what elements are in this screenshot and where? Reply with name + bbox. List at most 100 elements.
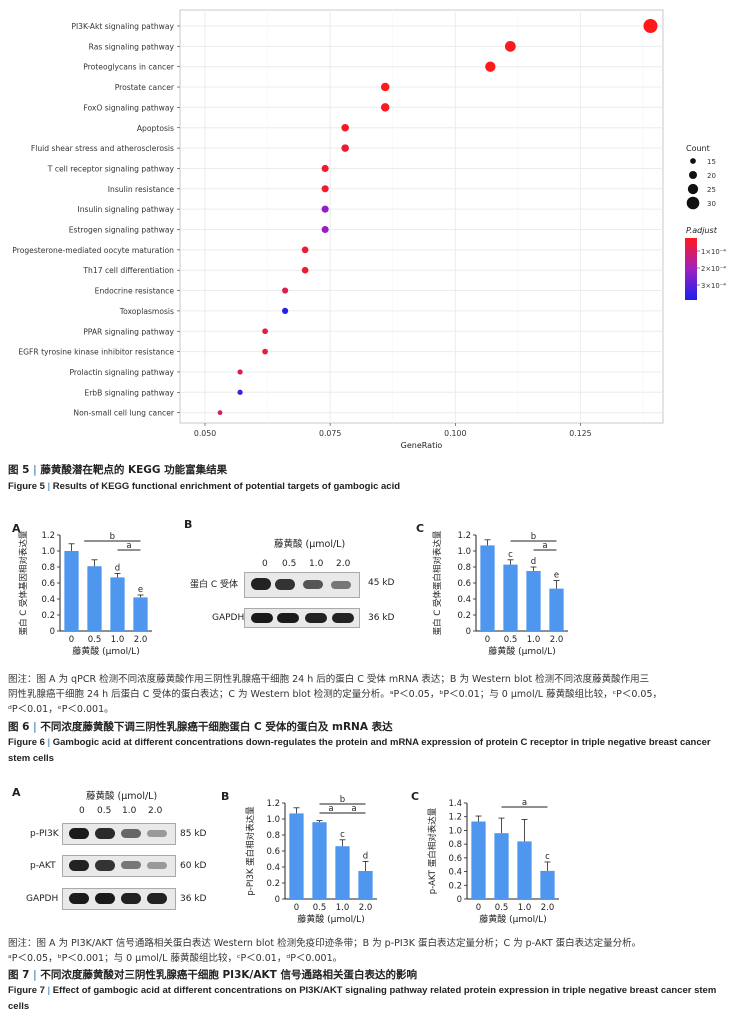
dot-point <box>301 266 309 274</box>
fig6-caption-cn: 图 6 | 不同浓度藤黄酸下调三阴性乳腺癌干细胞蛋白 C 受体的蛋白及 mRNA… <box>8 721 393 733</box>
significance-letter: d <box>363 851 368 861</box>
legend-count-label: 15 <box>707 158 716 166</box>
bar <box>335 846 350 899</box>
pathway-label: Apoptosis <box>137 124 174 133</box>
kd-label: 36 kD <box>180 894 207 904</box>
pathway-label: PI3K-Akt signaling pathway <box>71 22 174 31</box>
pathway-label: Progesterone-mediated oocyte maturation <box>12 246 174 255</box>
y-tick-label: 0.2 <box>457 611 471 621</box>
pathway-label: Insulin signaling pathway <box>77 205 174 214</box>
x-tick-label: 0 <box>485 635 490 645</box>
conc-label: 1.0 <box>309 559 324 569</box>
y-axis-title: 蛋白 C 受体基因相对表达量 <box>18 530 29 635</box>
kd-label: 36 kD <box>368 613 395 623</box>
x-tick-label: 2.0 <box>359 903 373 913</box>
pathway-label: FoxO signaling pathway <box>83 103 174 112</box>
panel-letter: A <box>12 522 21 535</box>
row-label: GAPDH <box>26 894 59 904</box>
pathway-label: Estrogen signaling pathway <box>69 226 175 235</box>
dot-point <box>262 328 268 335</box>
significance-bracket-label: a <box>522 798 527 808</box>
blot-title: 藤黄酸 (μmol/L) <box>86 791 158 802</box>
y-tick-label: 0.2 <box>266 879 280 889</box>
pathway-label: Endocrine resistance <box>95 287 175 296</box>
legend-padj-title: P.adjust <box>686 226 718 235</box>
kd-label: 85 kD <box>180 829 207 839</box>
significance-bracket-label: b <box>340 795 345 805</box>
legend-count-title: Count <box>686 144 710 153</box>
x-tick-label: 2.0 <box>134 635 148 645</box>
y-tick-label: 0.4 <box>448 868 462 878</box>
bar <box>133 597 148 631</box>
y-tick-label: 1.0 <box>266 815 280 825</box>
legend-padj-label: 2×10⁻⁴ <box>701 265 726 273</box>
fig6-panel-b-western-blot: B 藤黄酸 (μmol/L) 0 0.5 1.0 2.0 蛋白 C 受体 45 … <box>178 514 418 664</box>
pathway-label: Non-small cell lung cancer <box>73 409 174 418</box>
kd-label: 60 kD <box>180 861 207 871</box>
y-tick-label: 1.2 <box>266 799 280 809</box>
dot-point <box>485 61 496 72</box>
y-tick-label: 0.6 <box>266 847 280 857</box>
fig7-note: 图注：图 A 为 PI3K/AKT 信号通路相关蛋白表达 Western blo… <box>8 938 642 964</box>
blot-strip <box>244 572 360 598</box>
dot-point <box>321 225 329 234</box>
fig7-caption-cn: 图 7 | 不同浓度藤黄酸对三阴性乳腺癌干细胞 PI3K/AKT 信号通路相关蛋… <box>8 969 417 981</box>
x-axis-title: 藤黄酸 (μmol/L) <box>297 913 364 925</box>
pathway-label: Ras signaling pathway <box>89 42 175 51</box>
row-label: 蛋白 C 受体 <box>190 580 239 590</box>
plot-panel <box>179 9 664 424</box>
significance-letter: c <box>340 830 345 840</box>
panel-letter: B <box>221 790 229 803</box>
x-axis-title: 藤黄酸 (μmol/L) <box>488 645 555 657</box>
legend-count-dot <box>687 183 699 195</box>
x-tick-label: 0 <box>69 635 74 645</box>
dot-point <box>321 164 329 172</box>
fig7-panel-a-western-blot: A 藤黄酸 (μmol/L) 0 0.5 1.0 2.0 p-PI3K 85 k… <box>0 782 215 932</box>
y-tick-label: 0.4 <box>457 595 471 605</box>
x-tick-label: 0.125 <box>569 429 591 438</box>
y-tick-label: 0.8 <box>41 563 55 573</box>
x-tick-label: 0.5 <box>504 635 518 645</box>
dot-point <box>262 348 268 355</box>
x-tick-label: 0 <box>294 903 299 913</box>
y-tick-label: 0.2 <box>448 881 462 891</box>
x-tick-label: 0 <box>476 903 481 913</box>
kd-label: 45 kD <box>368 578 395 588</box>
pathway-label: Prolactin signaling pathway <box>69 368 174 377</box>
fig7-caption-en: Figure 7 | Effect of gambogic acid at di… <box>8 985 717 1012</box>
legend-padj-label: 1×10⁻⁴ <box>701 248 726 256</box>
legend-colorbar <box>685 238 697 300</box>
blot-strip <box>244 608 360 628</box>
fig6-note: 图注：图 A 为 qPCR 检测不同浓度藤黄酸作用三阴性乳腺癌干细胞 24 h … <box>8 674 663 715</box>
significance-bracket-label: a <box>351 804 356 814</box>
blot-strip <box>62 888 176 910</box>
x-tick-label: 2.0 <box>550 635 564 645</box>
y-axis-title: p-PI3K 蛋白相对表达量 <box>245 806 256 896</box>
pathway-label: Insulin resistance <box>108 185 175 194</box>
pathway-label: T cell receptor signaling pathway <box>47 164 175 173</box>
dot-point <box>380 103 390 112</box>
y-tick-label: 0 <box>457 895 462 905</box>
legend-count-dot <box>686 196 700 210</box>
significance-letter: e <box>138 585 143 595</box>
x-tick-label: 0.5 <box>313 903 327 913</box>
y-tick-label: 0 <box>50 627 55 637</box>
blot-strip <box>62 855 176 877</box>
significance-bracket-label: a <box>542 541 547 551</box>
legend-count-dot <box>688 170 698 180</box>
conc-label: 0 <box>262 559 268 569</box>
significance-bracket-label: a <box>126 541 131 551</box>
conc-label: 1.0 <box>122 806 137 816</box>
y-tick-label: 1.2 <box>448 813 462 823</box>
dot-point <box>321 185 329 193</box>
pathway-label: Proteoglycans in cancer <box>83 63 175 72</box>
y-tick-label: 0.8 <box>448 840 462 850</box>
dot-point <box>341 123 349 132</box>
y-tick-label: 0.8 <box>457 563 471 573</box>
blot-strip <box>62 823 176 845</box>
bar <box>471 821 486 899</box>
bar <box>64 551 79 631</box>
y-tick-label: 0.4 <box>266 863 280 873</box>
